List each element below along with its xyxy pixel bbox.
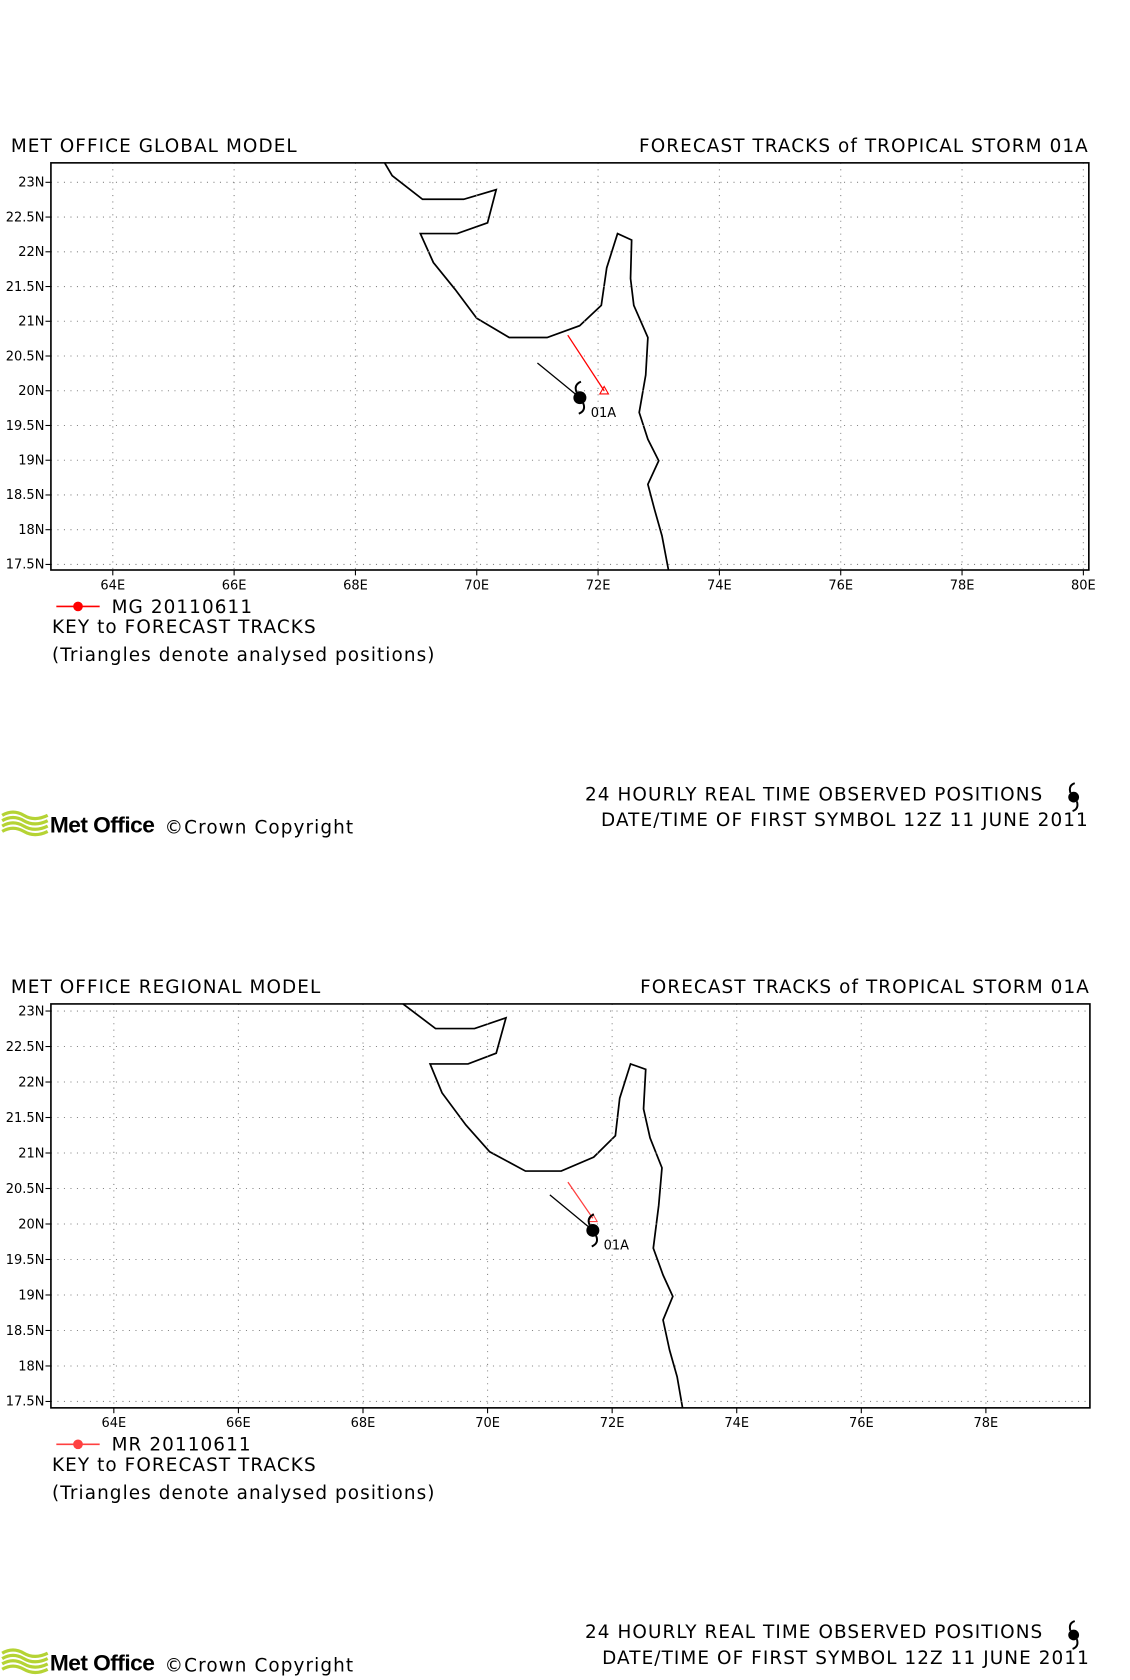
lat-tick-label: 20N <box>18 1217 44 1232</box>
legend-storm-symbol <box>1068 1620 1080 1650</box>
lat-tick-label: 20.5N <box>6 1182 45 1197</box>
logo-stripe <box>1 1648 49 1659</box>
footer-line: 24 HOURLY REAL TIME OBSERVED POSITIONS <box>585 784 1043 805</box>
lat-tick-label: 22.5N <box>6 1040 45 1055</box>
lon-tick-label: 64E <box>101 1416 126 1431</box>
logo-stripe <box>1 1653 49 1664</box>
lat-tick-label: 22N <box>18 245 44 260</box>
storm-symbol-arm <box>1068 782 1079 812</box>
lat-tick-label: 18N <box>18 523 44 538</box>
legend-dot <box>73 1439 83 1450</box>
lat-tick-label: 22.5N <box>6 210 45 225</box>
lat-tick-label: 23N <box>18 1004 44 1019</box>
storm-label: 01A <box>604 1239 630 1254</box>
lon-tick-label: 68E <box>351 1416 376 1431</box>
key-note: (Triangles denote analysed positions) <box>52 1483 436 1504</box>
forecast-track <box>567 1181 594 1219</box>
key-title: KEY to FORECAST TRACKS <box>52 617 317 638</box>
lat-tick-label: 23N <box>18 176 44 191</box>
footer-line: 24 HOURLY REAL TIME OBSERVED POSITIONS <box>585 1622 1043 1643</box>
lon-tick-label: 72E <box>600 1416 625 1431</box>
logo-stripe <box>1 1659 49 1669</box>
storm-symbol-core <box>573 391 587 405</box>
map-frame <box>50 162 1090 571</box>
observed-track <box>549 1194 594 1231</box>
analysed-position-triangle <box>598 385 610 395</box>
footer-line: DATE/TIME OF FIRST SYMBOL 12Z 11 JUNE 20… <box>601 810 1089 831</box>
footer-line: DATE/TIME OF FIRST SYMBOL 12Z 11 JUNE 20… <box>602 1648 1090 1669</box>
legend-label: MG 20110611 <box>112 597 254 618</box>
logo-stripe <box>1 1664 49 1675</box>
forecast-track <box>567 334 605 392</box>
coastline <box>383 162 670 571</box>
lon-tick-label: 76E <box>828 578 853 593</box>
lat-tick-label: 21.5N <box>6 1111 45 1126</box>
key-title: KEY to FORECAST TRACKS <box>52 1455 317 1476</box>
lat-tick-label: 21N <box>18 1146 44 1161</box>
lon-tick-label: 68E <box>343 578 368 593</box>
lat-tick-label: 17.5N <box>6 1395 45 1410</box>
lat-tick-label: 18N <box>18 1359 44 1374</box>
map-title: FORECAST TRACKS of TROPICAL STORM 01A <box>639 136 1089 157</box>
logo-stripe <box>1 810 49 821</box>
logo-stripe <box>1 815 49 826</box>
lat-tick-label: 21N <box>18 315 44 330</box>
lat-tick-label: 19N <box>18 1288 44 1303</box>
model-title: MET OFFICE GLOBAL MODEL <box>11 136 298 157</box>
lon-tick-label: 74E <box>707 578 732 593</box>
storm-symbol-core <box>1068 1629 1080 1641</box>
storm-label: 01A <box>591 406 617 421</box>
lat-tick-label: 19.5N <box>6 1253 45 1268</box>
lon-tick-label: 76E <box>849 1416 874 1431</box>
coastline <box>402 1003 684 1409</box>
key-note: (Triangles denote analysed positions) <box>52 645 436 666</box>
storm-symbol-core <box>1068 791 1080 803</box>
copyright: ©Crown Copyright <box>165 818 354 839</box>
lon-tick-label: 70E <box>475 1416 500 1431</box>
logo-stripe <box>1 821 49 831</box>
storm-symbol <box>586 1213 600 1248</box>
storm-symbol-core <box>586 1223 600 1237</box>
lat-tick-label: 18.5N <box>6 488 45 503</box>
lat-tick-label: 17.5N <box>6 558 45 573</box>
observed-track <box>537 362 581 399</box>
lon-tick-label: 78E <box>974 1416 999 1431</box>
lat-tick-label: 20.5N <box>6 349 45 364</box>
lat-tick-label: 20N <box>18 384 44 399</box>
storm-symbol <box>573 380 587 415</box>
map-frame <box>50 1003 1091 1409</box>
logo: Met Office <box>50 813 154 838</box>
map-title: FORECAST TRACKS of TROPICAL STORM 01A <box>640 977 1090 998</box>
lon-tick-label: 70E <box>464 578 489 593</box>
storm-symbol-arm <box>1068 1620 1079 1650</box>
lon-tick-label: 72E <box>586 578 611 593</box>
lat-tick-label: 19N <box>18 454 44 469</box>
model-title: MET OFFICE REGIONAL MODEL <box>11 977 321 998</box>
lon-tick-label: 80E <box>1071 578 1096 593</box>
legend-label: MR 20110611 <box>112 1435 252 1456</box>
lon-tick-label: 66E <box>222 578 247 593</box>
lat-tick-label: 22N <box>18 1075 44 1090</box>
storm-symbol-arm <box>574 380 586 415</box>
legend-storm-symbol <box>1068 782 1080 812</box>
lon-tick-label: 78E <box>950 578 975 593</box>
copyright: ©Crown Copyright <box>165 1656 354 1677</box>
lat-tick-label: 19.5N <box>6 419 45 434</box>
lat-tick-label: 18.5N <box>6 1324 45 1339</box>
lon-tick-label: 64E <box>100 578 125 593</box>
logo-stripe <box>1 826 49 837</box>
lon-tick-label: 74E <box>724 1416 749 1431</box>
logo: Met Office <box>50 1650 154 1675</box>
lon-tick-label: 66E <box>226 1416 251 1431</box>
storm-symbol-arm <box>587 1213 599 1248</box>
lat-tick-label: 21.5N <box>6 280 45 295</box>
legend-dot <box>73 601 83 612</box>
